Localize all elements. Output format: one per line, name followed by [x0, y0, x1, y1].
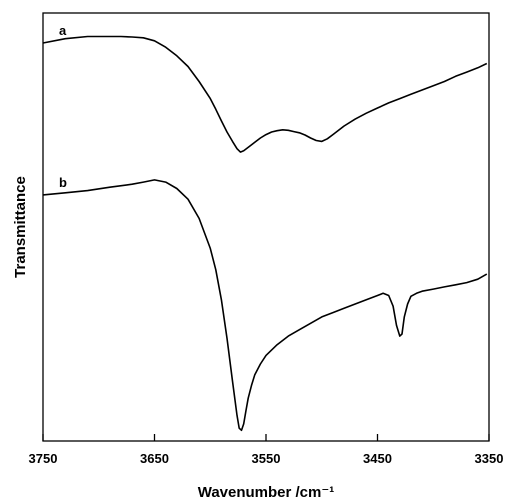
- series-b-label: b: [59, 175, 67, 190]
- x-axis-title: Wavenumber /cm⁻¹: [198, 484, 335, 501]
- y-axis-title: Transmittance: [12, 176, 29, 278]
- x-tick-label: 3750: [29, 451, 58, 466]
- plot-frame: [42, 12, 490, 442]
- series-b-line: [42, 179, 488, 432]
- x-tick-label: 3450: [363, 451, 392, 466]
- series-a-label: a: [59, 23, 67, 38]
- x-axis-ticks: 3750 3650 3550 3450 3350: [29, 434, 504, 466]
- series-layer: ab: [42, 23, 488, 432]
- x-tick-label: 3650: [140, 451, 169, 466]
- series-a-line: [42, 35, 488, 153]
- x-tick-label: 3350: [475, 451, 504, 466]
- x-tick-label: 3550: [252, 451, 281, 466]
